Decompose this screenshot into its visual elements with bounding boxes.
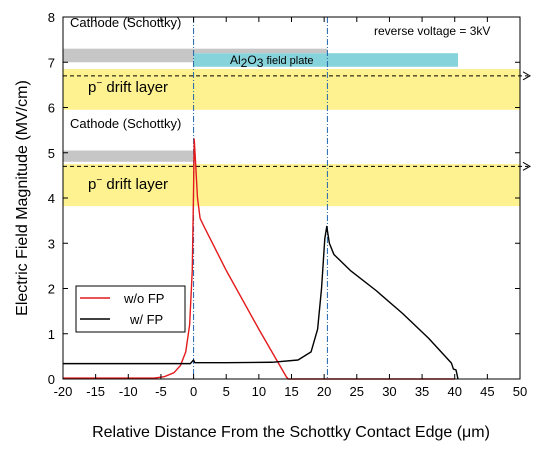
x-tick-label: 45 [480, 384, 494, 399]
y-tick-label: 8 [48, 10, 55, 25]
drift-layer-bottom [63, 164, 520, 207]
x-tick-label: -10 [119, 384, 138, 399]
cathode-top-label: Cathode (Schottky) [70, 15, 181, 30]
y-tick-label: 2 [48, 282, 55, 297]
series-lines [63, 138, 459, 380]
y-tick-label: 5 [48, 146, 55, 161]
y-tick-label: 0 [48, 372, 55, 387]
drift-bottom-rest: drift layer [102, 176, 168, 193]
x-tick-label: 35 [415, 384, 429, 399]
drift-top-sup: − [96, 78, 102, 89]
cathode-top-upper [193, 48, 328, 54]
legend-box [75, 285, 186, 333]
y-tick-label: 3 [48, 236, 55, 251]
drift-bottom-p: p [88, 176, 96, 193]
field-plate-o: O [247, 53, 256, 67]
cutline-top-arrow [522, 71, 532, 81]
legend: w/o FP w/ FP [75, 285, 186, 333]
cutline-bottom-arrow [522, 161, 532, 171]
y-tick-label: 1 [48, 327, 55, 342]
x-tick-label: 20 [317, 384, 331, 399]
x-tick-label: 25 [350, 384, 364, 399]
drift-layer-bottom-label: p− drift layer [88, 175, 168, 193]
field-plate-sub2: 2 [241, 56, 248, 70]
x-tick-label: 10 [252, 384, 266, 399]
y-axis-title: Electric Field Magnitude (MV/cm) [14, 80, 31, 316]
drift-bottom-sup: − [96, 175, 102, 186]
y-tick-label: 6 [48, 101, 55, 116]
x-tick-label: -15 [86, 384, 105, 399]
x-tick-label: -5 [155, 384, 167, 399]
legend-label-w-fp: w/ FP [129, 312, 163, 327]
x-tick-label: 5 [223, 384, 230, 399]
field-plate-label: Al2O3 field plate [230, 53, 314, 70]
x-tick-label: 0 [190, 384, 197, 399]
cathode-bottom-label: Cathode (Schottky) [70, 116, 181, 131]
cathode-top [63, 48, 194, 63]
series-line-0 [63, 138, 455, 380]
x-tick-label: 50 [513, 384, 527, 399]
reverse-voltage-label: reverse voltage = 3kV [374, 24, 490, 38]
drift-top-rest: drift layer [102, 79, 168, 96]
x-tick-label: -20 [54, 384, 73, 399]
x-tick-label: 15 [284, 384, 298, 399]
drift-top-p: p [88, 79, 96, 96]
field-plate-rest: field plate [263, 55, 313, 67]
field-plate-sub3: 3 [257, 56, 264, 70]
drift-layer-top-label: p− drift layer [88, 78, 168, 96]
y-tick-label: 7 [48, 55, 55, 70]
y-tick-label: 4 [48, 191, 55, 206]
legend-label-w-o-fp: w/o FP [123, 291, 164, 306]
x-axis-title: Relative Distance From the Schottky Cont… [92, 424, 490, 441]
field-plate-al: Al [230, 53, 241, 67]
x-tick-label: 40 [447, 384, 461, 399]
series-line-1 [63, 225, 459, 380]
x-tick-label: 30 [382, 384, 396, 399]
device-layers [63, 48, 532, 207]
cathode-bottom [63, 150, 194, 162]
field-plate [193, 53, 458, 67]
